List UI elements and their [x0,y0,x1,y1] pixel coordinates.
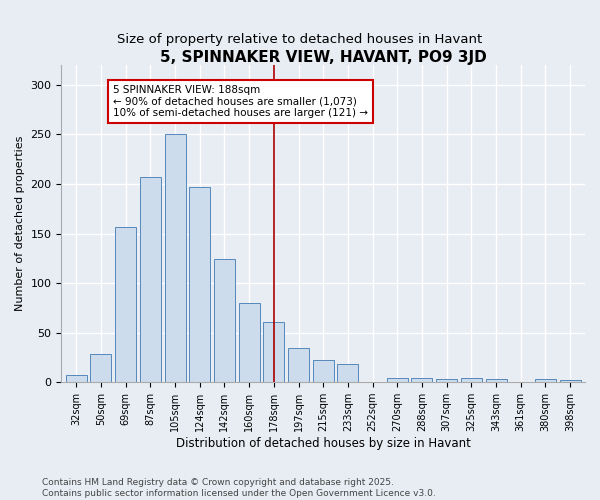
Bar [288,348,309,382]
Title: 5, SPINNAKER VIEW, HAVANT, PO9 3JD: 5, SPINNAKER VIEW, HAVANT, PO9 3JD [160,50,487,65]
Bar [189,187,210,382]
Bar [214,260,235,382]
Bar [337,364,358,382]
X-axis label: Distribution of detached houses by size in Havant: Distribution of detached houses by size … [176,437,470,450]
Bar [140,177,161,382]
Bar [412,378,433,382]
Bar [535,379,556,382]
Bar [461,378,482,382]
Bar [436,379,457,382]
Bar [66,376,87,382]
Bar [164,134,185,382]
Y-axis label: Number of detached properties: Number of detached properties [15,136,25,312]
Text: 5 SPINNAKER VIEW: 188sqm
← 90% of detached houses are smaller (1,073)
10% of sem: 5 SPINNAKER VIEW: 188sqm ← 90% of detach… [113,85,368,118]
Bar [239,303,260,382]
Bar [115,226,136,382]
Bar [91,354,112,382]
Bar [387,378,408,382]
Bar [313,360,334,382]
Bar [263,322,284,382]
Text: Size of property relative to detached houses in Havant: Size of property relative to detached ho… [118,32,482,46]
Bar [485,379,506,382]
Text: Contains HM Land Registry data © Crown copyright and database right 2025.
Contai: Contains HM Land Registry data © Crown c… [42,478,436,498]
Bar [560,380,581,382]
